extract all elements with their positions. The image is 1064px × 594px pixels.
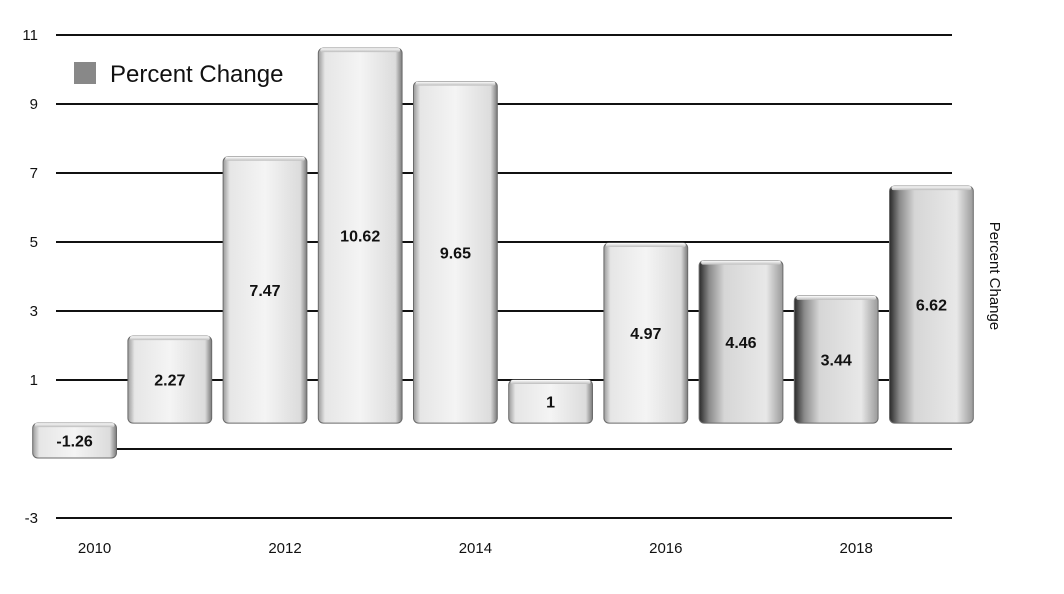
- bar-value-label: -1.26: [56, 434, 93, 451]
- bar-value-label: 6.62: [916, 298, 947, 315]
- y-tick-label: 5: [30, 234, 38, 251]
- bar-top-highlight: [320, 48, 401, 53]
- bar-group: 1: [508, 379, 593, 424]
- bar-group: -1.26: [32, 422, 117, 459]
- bar-value-label: 10.62: [340, 229, 380, 246]
- bar-value-label: 7.47: [249, 283, 280, 300]
- bar-group: 9.65: [413, 81, 498, 424]
- x-tick-label: 2010: [78, 540, 111, 557]
- bar-top-highlight: [225, 156, 305, 161]
- y-tick-label: 9: [30, 96, 38, 113]
- legend-swatch: [74, 62, 96, 84]
- bar-top-highlight: [796, 295, 877, 300]
- y-axis-title: Percent Change: [986, 222, 1003, 330]
- bars: -1.26 2.27 7.47 10.62 9.65 1 4.97 4.46 3.44 6.62: [32, 47, 974, 459]
- y-tick-label: 11: [22, 27, 38, 44]
- bar-top-highlight: [510, 380, 591, 384]
- bar-group: 6.62: [889, 185, 974, 424]
- bar-value-label: 3.44: [821, 352, 852, 369]
- y-tick-label: 3: [30, 303, 38, 320]
- bar-top-highlight: [701, 260, 781, 265]
- y-axis-ticks: -3 1 3 5 7 9 11: [22, 27, 38, 527]
- bar-value-label: 1: [546, 395, 555, 412]
- y-tick-label: -3: [25, 510, 38, 527]
- y-tick-label: 1: [30, 372, 38, 389]
- bar-group: 10.62: [317, 47, 403, 424]
- bar-group: 3.44: [793, 295, 879, 424]
- bar-group: 7.47: [222, 156, 308, 424]
- bar-top-highlight: [129, 336, 210, 341]
- bar-group: 4.46: [698, 260, 784, 424]
- x-tick-label: 2012: [268, 540, 301, 557]
- legend: Percent Change: [74, 61, 283, 88]
- legend-label: Percent Change: [110, 61, 283, 88]
- x-axis-ticks: 2010 2012 2014 2016 2018: [78, 540, 873, 557]
- bar-value-label: 9.65: [440, 245, 471, 262]
- bar-group: 4.97: [603, 242, 689, 424]
- bar-top-highlight: [605, 243, 686, 248]
- bar-group: 2.27: [127, 335, 213, 424]
- x-tick-label: 2016: [649, 540, 682, 557]
- bar-value-label: 4.97: [630, 326, 661, 343]
- gridlines: [56, 34, 952, 519]
- bar-top-highlight: [415, 81, 496, 86]
- bar-top-highlight: [891, 186, 972, 191]
- y-tick-label: 7: [30, 165, 38, 182]
- bar-value-label: 4.46: [725, 335, 756, 352]
- x-tick-label: 2018: [840, 540, 873, 557]
- bar-top-highlight: [34, 423, 115, 428]
- bar-value-label: 2.27: [154, 373, 185, 390]
- x-tick-label: 2014: [459, 540, 492, 557]
